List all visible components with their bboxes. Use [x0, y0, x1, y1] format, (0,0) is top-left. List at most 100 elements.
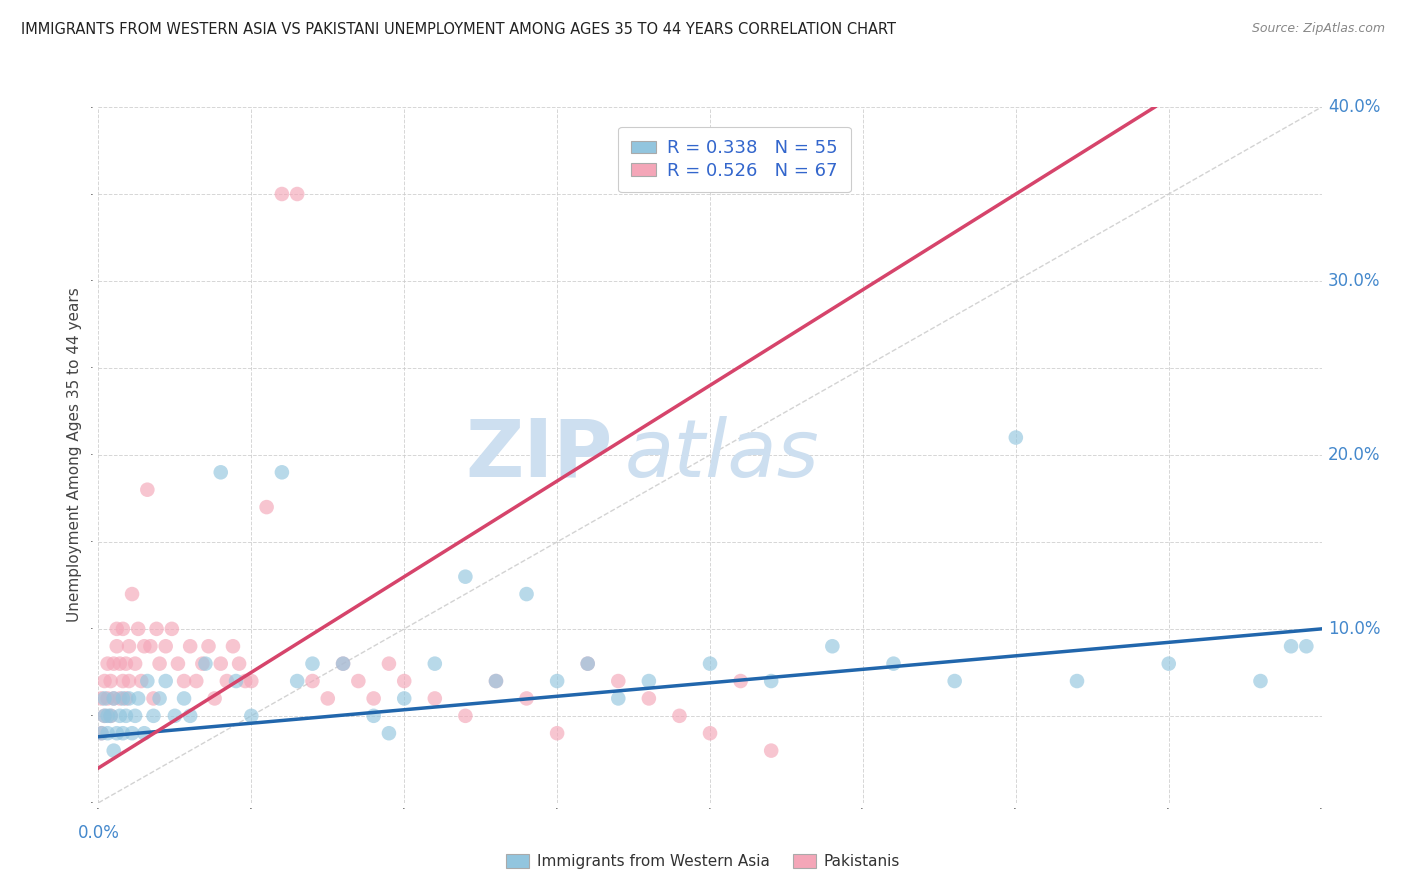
- Point: [93, 708, 115, 723]
- Point: [332, 657, 354, 671]
- Point: [576, 657, 599, 671]
- Point: [637, 691, 661, 706]
- Point: [160, 622, 183, 636]
- Point: [821, 639, 844, 653]
- Point: [186, 674, 208, 689]
- Point: [943, 674, 966, 689]
- Legend: Immigrants from Western Asia, Pakistanis: Immigrants from Western Asia, Pakistanis: [501, 847, 905, 875]
- Point: [256, 500, 278, 514]
- Point: [90, 726, 112, 740]
- Point: [118, 674, 141, 689]
- Point: [149, 691, 172, 706]
- Point: [134, 726, 156, 740]
- Point: [516, 691, 538, 706]
- Point: [1249, 674, 1271, 689]
- Point: [285, 674, 308, 689]
- Point: [118, 691, 141, 706]
- Point: [105, 622, 128, 636]
- Point: [1157, 657, 1180, 671]
- Point: [285, 187, 308, 202]
- Point: [301, 657, 323, 671]
- Point: [155, 639, 177, 653]
- Point: [191, 657, 214, 671]
- Point: [134, 639, 156, 653]
- Point: [127, 691, 149, 706]
- Point: [139, 639, 162, 653]
- Point: [167, 657, 190, 671]
- Point: [163, 708, 186, 723]
- Point: [233, 674, 256, 689]
- Point: [516, 587, 538, 601]
- Point: [155, 674, 177, 689]
- Point: [392, 674, 416, 689]
- Point: [127, 622, 149, 636]
- Point: [90, 726, 112, 740]
- Point: [179, 639, 201, 653]
- Point: [136, 483, 159, 497]
- Point: [209, 466, 232, 480]
- Text: 10.0%: 10.0%: [1327, 620, 1381, 638]
- Point: [111, 726, 134, 740]
- Point: [332, 657, 354, 671]
- Point: [149, 657, 172, 671]
- Legend: R = 0.338   N = 55, R = 0.526   N = 67: R = 0.338 N = 55, R = 0.526 N = 67: [619, 127, 851, 193]
- Point: [301, 674, 323, 689]
- Point: [1279, 639, 1302, 653]
- Point: [699, 657, 721, 671]
- Text: atlas: atlas: [624, 416, 820, 494]
- Point: [115, 708, 138, 723]
- Point: [111, 622, 134, 636]
- Point: [240, 708, 263, 723]
- Y-axis label: Unemployment Among Ages 35 to 44 years: Unemployment Among Ages 35 to 44 years: [67, 287, 82, 623]
- Point: [179, 708, 201, 723]
- Point: [100, 674, 122, 689]
- Point: [546, 726, 568, 740]
- Point: [103, 744, 125, 758]
- Point: [111, 691, 134, 706]
- Point: [204, 691, 226, 706]
- Point: [129, 674, 152, 689]
- Point: [316, 691, 339, 706]
- Point: [108, 691, 131, 706]
- Point: [759, 674, 782, 689]
- Point: [121, 587, 143, 601]
- Point: [225, 674, 247, 689]
- Point: [270, 466, 292, 480]
- Point: [173, 674, 195, 689]
- Point: [97, 691, 120, 706]
- Point: [1004, 431, 1026, 445]
- Point: [194, 657, 217, 671]
- Point: [699, 726, 721, 740]
- Point: [363, 708, 385, 723]
- Text: IMMIGRANTS FROM WESTERN ASIA VS PAKISTANI UNEMPLOYMENT AMONG AGES 35 TO 44 YEARS: IMMIGRANTS FROM WESTERN ASIA VS PAKISTAN…: [21, 22, 896, 37]
- Point: [142, 708, 165, 723]
- Point: [454, 570, 477, 584]
- Text: 20.0%: 20.0%: [1327, 446, 1381, 464]
- Text: 40.0%: 40.0%: [1327, 98, 1381, 116]
- Point: [93, 691, 115, 706]
- Text: 0.0%: 0.0%: [77, 823, 120, 842]
- Point: [485, 674, 508, 689]
- Point: [546, 674, 568, 689]
- Point: [121, 726, 143, 740]
- Point: [115, 657, 138, 671]
- Point: [759, 744, 782, 758]
- Point: [108, 708, 131, 723]
- Point: [97, 657, 120, 671]
- Point: [97, 726, 120, 740]
- Point: [90, 691, 112, 706]
- Point: [173, 691, 195, 706]
- Text: 30.0%: 30.0%: [1327, 272, 1381, 290]
- Point: [100, 708, 122, 723]
- Point: [197, 639, 219, 653]
- Point: [103, 657, 125, 671]
- Text: ZIP: ZIP: [465, 416, 612, 494]
- Point: [93, 708, 115, 723]
- Point: [145, 622, 167, 636]
- Point: [136, 674, 159, 689]
- Point: [108, 657, 131, 671]
- Point: [1295, 639, 1317, 653]
- Point: [270, 187, 292, 202]
- Point: [103, 691, 125, 706]
- Point: [111, 674, 134, 689]
